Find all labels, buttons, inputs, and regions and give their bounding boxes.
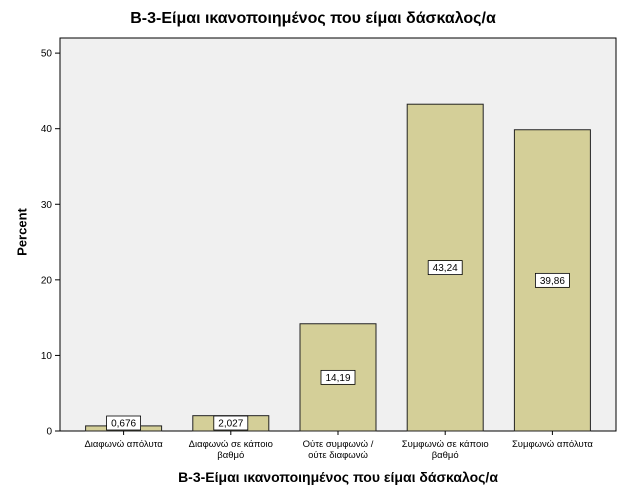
y-tick-label: 20: [41, 275, 53, 286]
y-tick-label: 0: [46, 427, 52, 438]
data-label-box: [320, 369, 356, 385]
data-label: 43,24: [433, 263, 458, 274]
data-label: 39,86: [540, 276, 565, 287]
data-label: 0,676: [111, 419, 136, 430]
x-tick-label: Διαφωνώ σε κάποιο: [189, 439, 273, 450]
x-tick-label: Διαφωνώ απόλυτα: [84, 439, 163, 450]
chart-title: B-3-Είμαι ικανοποιημένος που είμαι δάσκα…: [130, 10, 496, 27]
data-label-box: [427, 260, 463, 276]
plot-area: 0 10 20 30 40 50 Διαφωνώ απόλυτα 0,676 Διαφωνώ σ…: [41, 37, 617, 461]
data-label-box: [106, 415, 141, 431]
x-tick-label: Ούτε συμφωνώ /: [303, 439, 374, 450]
x-tick-label: ούτε διαφωνώ: [308, 450, 368, 461]
x-tick-label: Συμφωνώ απόλυτα: [512, 439, 593, 450]
x-tick-label: βαθμό: [217, 450, 244, 461]
x-axis-title: B-3-Είμαι ικανοποιημένος που είμαι δάσκα…: [178, 469, 498, 485]
x-tick-label: βαθμό: [432, 450, 459, 461]
y-tick-label: 50: [41, 49, 53, 60]
y-tick-label: 40: [41, 124, 53, 135]
y-tick-label: 10: [41, 351, 53, 362]
y-tick-label: 30: [41, 200, 53, 211]
x-tick-label: Συμφωνώ σε κάποιο: [402, 439, 489, 450]
data-label-box: [535, 272, 570, 288]
data-label: 14,19: [325, 373, 350, 384]
data-label-box: [213, 415, 249, 431]
data-label: 2,027: [218, 419, 243, 430]
